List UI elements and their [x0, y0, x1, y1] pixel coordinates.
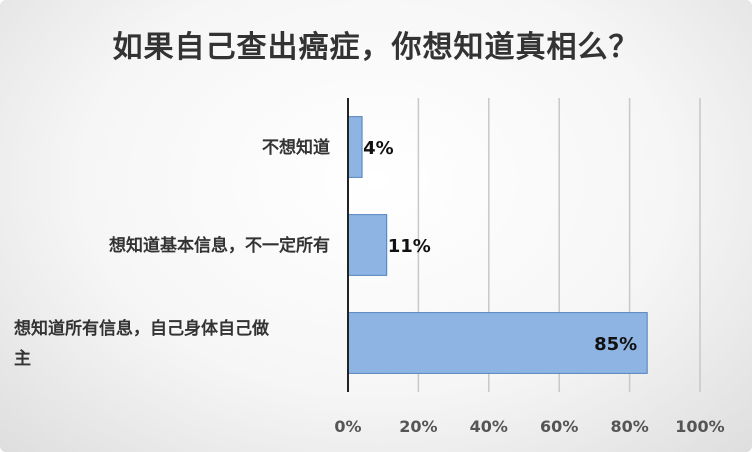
data-label: 4% [363, 138, 394, 159]
data-label: 11% [388, 236, 431, 257]
x-tick-label: 80% [610, 417, 648, 436]
x-tick-label: 0% [334, 417, 361, 436]
data-label: 85% [594, 334, 637, 355]
category-label: 想知道所有信息，自己身体自己做主 [14, 318, 270, 369]
category-label: 不想知道 [262, 137, 330, 158]
category-label: 想知道基本信息，不一定所有 [109, 235, 330, 256]
x-tick-label: 60% [540, 417, 578, 436]
bar [347, 116, 363, 178]
x-tick-label: 100% [675, 417, 724, 436]
bar [347, 214, 388, 276]
x-tick-label: 20% [399, 417, 437, 436]
chart-title: 如果自己查出癌症，你想知道真相么？ [112, 30, 640, 65]
x-tick-label: 40% [470, 417, 508, 436]
